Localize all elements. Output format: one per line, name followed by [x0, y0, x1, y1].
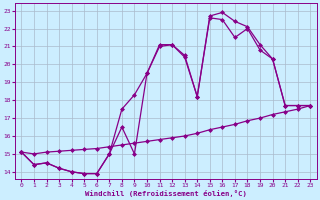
X-axis label: Windchill (Refroidissement éolien,°C): Windchill (Refroidissement éolien,°C): [85, 190, 247, 197]
